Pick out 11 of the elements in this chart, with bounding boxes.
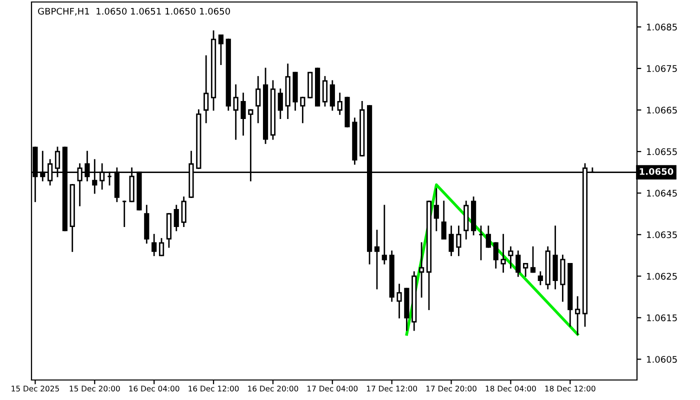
y-tick-label: 1.0615 <box>647 314 677 322</box>
y-tick-label: 1.0675 <box>647 65 677 72</box>
y-tick-label: 1.0655 <box>647 148 677 156</box>
y-tick-label: 1.0685 <box>647 24 677 30</box>
y-tick-label: 1.0645 <box>647 190 677 197</box>
y-tick-label: 1.0605 <box>647 356 677 363</box>
y-tick-label: 1.0635 <box>647 231 677 238</box>
y-tick-label: 1.0665 <box>647 106 677 114</box>
ref-line-label: 1.0650 <box>640 168 674 175</box>
y-tick-label: 1.0625 <box>647 272 677 280</box>
text: GBPCHF,H1 1.0650 1.0651 1.0650 1.0650 <box>38 8 230 16</box>
